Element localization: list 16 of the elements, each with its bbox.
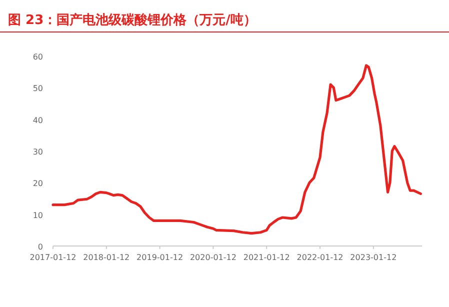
y-tick-label: 30 — [32, 148, 43, 156]
y-tick-label: 10 — [32, 210, 43, 220]
y-tick-label: 60 — [32, 52, 43, 62]
y-tick-label: 40 — [32, 116, 43, 125]
x-tick-label: 2023-01-12 — [350, 253, 397, 262]
x-tick-label: 2022-01-12 — [296, 253, 344, 262]
x-tick-label: 2018-01-12 — [83, 253, 130, 262]
y-tick-label: 20 — [32, 179, 43, 188]
y-tick-label: 0 — [38, 242, 43, 252]
x-tick-label: 2017-01-12 — [30, 253, 76, 262]
line-series — [52, 64, 422, 235]
chart-title: 图 23：国产电池级碳酸锂价格（万元/吨） — [8, 12, 256, 28]
x-tick-label: 2019-01-12 — [136, 253, 184, 262]
x-tick-label: 2020-01-12 — [190, 253, 236, 262]
y-tick-label: 50 — [32, 84, 43, 94]
x-tick-label: 2021-01-12 — [243, 253, 290, 262]
